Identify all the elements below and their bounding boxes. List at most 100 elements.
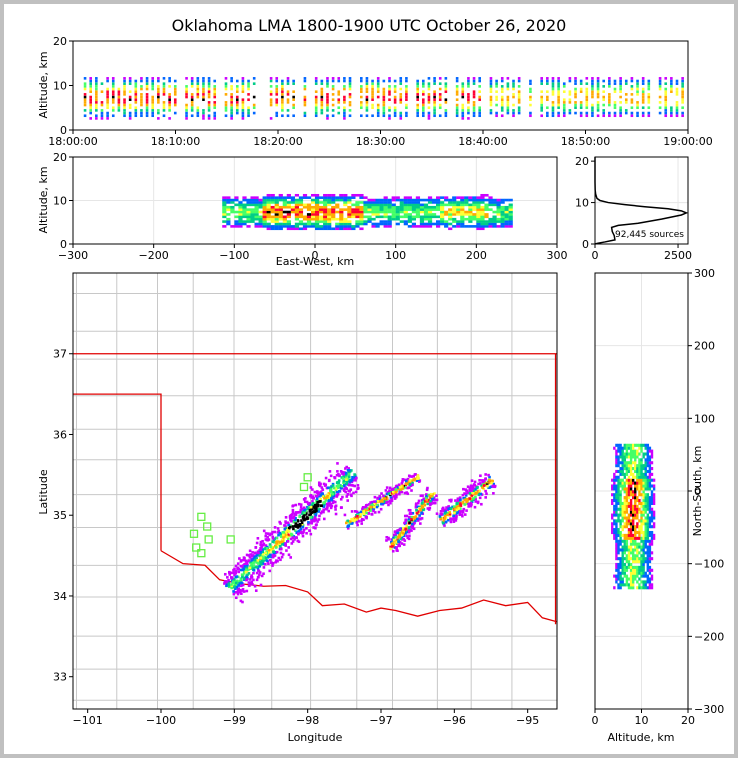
plan-view-source xyxy=(248,549,252,553)
north-south-source xyxy=(638,586,641,590)
east-west-source xyxy=(387,222,392,226)
time-altitude-source xyxy=(365,95,369,99)
plan-view-source xyxy=(425,494,429,498)
time-altitude-source xyxy=(472,93,476,96)
plan-view-source xyxy=(245,589,249,593)
east-west-source xyxy=(306,203,312,207)
north-south-source xyxy=(631,574,635,578)
plan-view-source xyxy=(305,500,309,504)
north-south-source xyxy=(638,545,641,549)
north-south-sources xyxy=(611,443,656,590)
north-south-source xyxy=(648,565,652,569)
time-altitude-source xyxy=(416,109,419,112)
east-west-source xyxy=(419,210,425,214)
time-altitude-source xyxy=(557,106,560,110)
time-altitude-source xyxy=(100,82,104,85)
east-west-source xyxy=(323,220,328,223)
plan-view-source xyxy=(397,533,401,536)
plan-view-source xyxy=(255,553,259,557)
east-west-source xyxy=(246,210,251,214)
north-south-source xyxy=(619,493,622,497)
north-south-source xyxy=(652,478,656,482)
plan-view-source xyxy=(376,500,380,503)
plan-view-source xyxy=(403,514,407,518)
time-altitude-source xyxy=(664,101,668,104)
plan-view-source xyxy=(410,529,413,532)
north-south-source xyxy=(631,513,635,517)
time-altitude-source xyxy=(190,82,194,85)
north-south-source xyxy=(631,452,635,456)
plan-view-source xyxy=(332,492,336,495)
plan-view-source xyxy=(407,519,410,523)
plan-view-source xyxy=(389,545,392,549)
east-west-source xyxy=(375,210,380,214)
plan-view-source xyxy=(413,521,416,525)
north-south-source xyxy=(623,504,626,508)
lma-station xyxy=(197,512,206,521)
plan-view-source xyxy=(438,514,442,518)
north-south-source xyxy=(615,484,618,488)
plan-view-source xyxy=(310,508,314,511)
north-south-source xyxy=(627,481,631,485)
time-altitude-source xyxy=(506,103,510,107)
plan-view-source xyxy=(287,524,291,527)
east-west-source xyxy=(323,227,328,231)
plan-view-source xyxy=(251,551,254,554)
east-west-source xyxy=(335,217,340,221)
east-west-source xyxy=(310,208,316,211)
time-altitude-source xyxy=(664,98,668,102)
north-south-source xyxy=(642,478,645,482)
time-altitude-source xyxy=(326,117,329,120)
north-south-source xyxy=(642,568,645,572)
north-south-ylabel: North-South, km xyxy=(691,446,704,537)
north-south-source xyxy=(646,568,650,572)
plan-view-source xyxy=(336,470,339,473)
time-altitude-source xyxy=(596,101,600,104)
plan-view-source xyxy=(317,481,321,485)
plan-view-source xyxy=(482,479,485,483)
east-west-source xyxy=(468,210,473,214)
time-altitude-source xyxy=(568,79,572,83)
time-altitude-source xyxy=(596,79,600,83)
time-altitude-source xyxy=(202,77,205,80)
plan-view-source xyxy=(279,522,282,525)
time-altitude-source xyxy=(647,87,651,91)
plan-view-source xyxy=(348,480,352,484)
plan-view-source xyxy=(232,585,236,589)
plan-view-source xyxy=(259,552,262,556)
north-south-source xyxy=(621,472,624,476)
plan-view-source xyxy=(341,495,344,499)
north-south-source xyxy=(621,516,624,520)
time-altitude-source xyxy=(106,98,109,102)
east-west-source xyxy=(278,196,283,199)
east-west-source xyxy=(452,196,457,199)
plan-view-source xyxy=(234,581,238,585)
plan-view-source xyxy=(235,590,238,594)
plan-view-source xyxy=(333,500,337,504)
east-west-source xyxy=(419,215,425,219)
east-west-source xyxy=(456,196,461,199)
time-altitude-source xyxy=(100,117,104,120)
plan-view-source xyxy=(389,496,393,499)
north-south-source xyxy=(625,574,629,578)
time-altitude-source xyxy=(613,101,617,104)
time-altitude-source xyxy=(281,114,284,118)
north-south-source xyxy=(650,472,654,476)
time-altitude-source xyxy=(512,93,515,96)
north-south-source xyxy=(636,516,639,520)
plan-view-source xyxy=(397,540,400,544)
plan-view-source xyxy=(326,486,330,490)
north-south-source xyxy=(646,481,650,485)
time-altitude-source xyxy=(422,114,425,118)
time-tick-label: 18:30:00 xyxy=(356,135,405,148)
north-south-source xyxy=(640,501,643,505)
time-altitude-source xyxy=(681,95,684,99)
plan-view-source xyxy=(239,560,243,563)
plan-view-source xyxy=(425,493,428,496)
north-south-source xyxy=(631,461,635,465)
north-south-source xyxy=(611,498,614,503)
east-west-source xyxy=(262,215,267,219)
plan-view-source xyxy=(324,507,328,511)
time-altitude-source xyxy=(343,111,346,115)
east-west-source xyxy=(246,217,251,221)
